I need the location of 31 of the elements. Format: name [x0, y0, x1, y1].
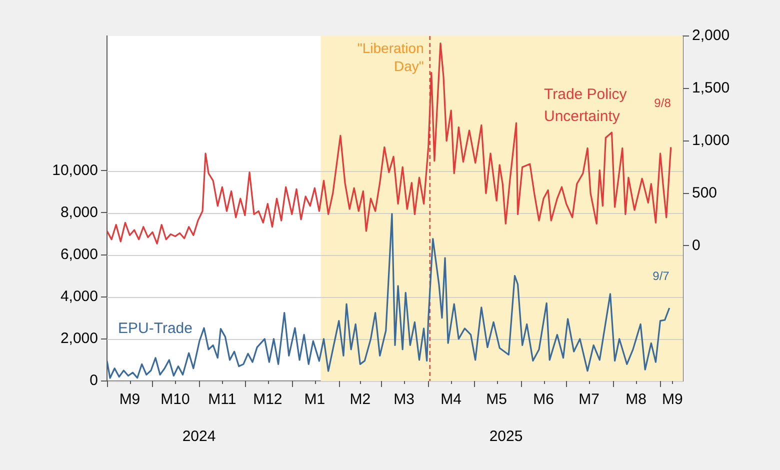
- text: 2025: [489, 428, 523, 445]
- series-label: Trade Policy Uncertainty: [544, 86, 628, 125]
- y-tick-label: 4,000: [60, 288, 98, 305]
- y2-tick-label: 1,500: [692, 80, 730, 97]
- y-tick-label: 10,000: [52, 162, 98, 179]
- y2-tick-label: 1,000: [692, 132, 730, 150]
- y2-tick-label: 0: [692, 236, 700, 254]
- y-tick-label: 8,000: [60, 204, 98, 221]
- x-tick-label: M2: [350, 391, 371, 408]
- x-tick-label: M5: [486, 391, 507, 408]
- x-tick-label: M12: [253, 391, 282, 408]
- y-tick-label: 2,000: [60, 330, 98, 348]
- y2-tick-label: 2,000: [692, 27, 730, 44]
- y-tick-label: 6,000: [60, 246, 98, 263]
- series-label: EPU-Trade: [118, 320, 192, 337]
- x-tick-label: M3: [394, 391, 415, 408]
- annotation: 9/8: [654, 96, 672, 110]
- annotation: 9/7: [652, 269, 670, 284]
- x-tick-label: M10: [160, 391, 190, 408]
- text: 2024: [182, 428, 216, 445]
- x-tick-label: M9: [662, 391, 683, 408]
- x-tick-label: M7: [578, 391, 600, 408]
- x-tick-label: M9: [119, 391, 140, 408]
- x-tick-label: M1: [304, 391, 326, 408]
- x-tick-label: M6: [533, 391, 554, 408]
- x-tick-label: M4: [440, 391, 462, 408]
- x-tick-label: M8: [626, 391, 646, 408]
- y-tick-label: 0: [90, 372, 98, 390]
- y2-tick-label: 500: [692, 184, 718, 202]
- x-tick-label: M11: [208, 391, 236, 408]
- ref-line-label: "Liberation Day": [357, 40, 424, 74]
